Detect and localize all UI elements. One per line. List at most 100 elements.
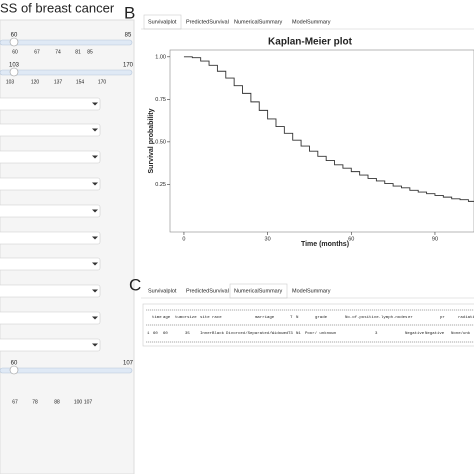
panel-label: C [129, 275, 141, 294]
table-cell: Negative [425, 331, 445, 336]
sidebar-panel [0, 19, 135, 474]
slider-tick-label: 78 [32, 399, 38, 405]
slider-value: 103 [9, 63, 20, 69]
x-tick-label: 30 [265, 236, 271, 242]
tab[interactable] [182, 15, 229, 29]
table-header: tumorsize [175, 315, 197, 320]
dropdown [0, 150, 101, 164]
y-tick-label: 0.50 [155, 139, 166, 145]
table-cell: 60 [163, 332, 168, 336]
slider-tick-label: 85 [87, 49, 93, 55]
slider-tick-label: 137 [54, 79, 63, 85]
table-cell: 3 [375, 332, 378, 336]
dropdown-arrow [92, 236, 98, 240]
slider-handle [9, 67, 19, 77]
table-header: No.of.positive.lymph.nodes [345, 315, 408, 320]
table-cell: Divorced/Separated/Widowed [226, 331, 289, 336]
dropdown-arrow [92, 209, 98, 213]
tab-label[interactable]: ModelSummary [292, 288, 331, 294]
tab-label[interactable]: NumericalSummary [234, 288, 283, 294]
tab[interactable] [288, 15, 333, 29]
y-tick-label: 0.25 [155, 182, 166, 188]
table-header: age [163, 316, 171, 320]
slider-tick-label: 88 [54, 399, 60, 405]
table-cell: Poor/ unknown [305, 331, 337, 336]
tab-label[interactable]: Survivalplot [148, 19, 177, 25]
slider-max: 85 [125, 33, 132, 39]
tab-label[interactable]: ModelSummary [292, 19, 331, 25]
slider-track [0, 39, 133, 46]
slider-tick-label: 67 [34, 49, 40, 55]
table-header: radiati [458, 315, 474, 320]
table-header: race [212, 315, 222, 320]
tab[interactable] [230, 15, 287, 29]
tab-label[interactable]: PredictedSurvival [186, 288, 229, 294]
tab[interactable] [182, 284, 229, 298]
tab-label[interactable]: NumericalSummary [234, 19, 283, 25]
slider-tick-label: 81 [75, 49, 81, 55]
slider-tick-label: 67 [12, 399, 18, 405]
dropdown [0, 311, 101, 325]
table-header: marriage [255, 315, 275, 320]
table-header: N [296, 316, 299, 320]
dropdown-arrow [92, 102, 98, 106]
dropdown-arrow [92, 289, 98, 293]
slider-track [0, 367, 133, 374]
slider-tick-label: 107 [84, 399, 93, 405]
plot-area [169, 49, 474, 233]
table-cell: Negative [405, 331, 425, 336]
table-header: site [200, 315, 210, 320]
slider-tick-label: 60 [12, 49, 18, 55]
dropdown-arrow [92, 262, 98, 266]
tab[interactable] [144, 284, 181, 298]
dropdown-arrow [92, 316, 98, 320]
table-header: grade [315, 315, 328, 320]
dropdown-arrow [92, 155, 98, 159]
table-cell: N1 [296, 332, 301, 336]
slider-track [0, 69, 133, 76]
slider-tick-label: 120 [31, 79, 40, 85]
dropdown [0, 204, 101, 218]
y-tick-label: 0.75 [155, 97, 166, 103]
slider-tick-label: 103 [6, 79, 15, 85]
x-tick-label: 0 [182, 236, 185, 242]
tab-label[interactable]: PredictedSurvival [186, 19, 229, 25]
dropdown-arrow [92, 343, 98, 347]
table-cell: 1 [147, 332, 150, 336]
dropdown [0, 177, 101, 191]
slider-handle [9, 365, 19, 375]
survival-curve [183, 56, 474, 202]
table-cell: 60 [153, 332, 158, 336]
tab-label[interactable]: Survivalplot [148, 288, 177, 294]
panel-label: B [124, 3, 135, 22]
dropdown-arrow [92, 128, 98, 132]
table-header: T [290, 316, 293, 320]
slider-handle [9, 37, 19, 47]
slider-tick-label: 154 [76, 79, 85, 85]
chart-title: Kaplan-Meier plot [268, 37, 353, 48]
table-cell: Black [212, 331, 225, 336]
slider-max: 107 [123, 361, 134, 367]
table-cell: Inner [200, 331, 213, 336]
dropdown [0, 97, 101, 111]
table-header: er [408, 315, 413, 320]
slider-tick-label: 170 [98, 79, 107, 85]
y-tick-label: 1.00 [155, 54, 166, 60]
slider-value: 60 [11, 33, 18, 39]
sidebar-title: SS of breast cancer [0, 0, 115, 15]
dropdown [0, 231, 101, 245]
dropdown [0, 123, 101, 137]
y-axis-label: Survival probability [148, 108, 155, 173]
x-tick-label: 60 [348, 236, 354, 242]
x-axis-label: Time (months) [301, 241, 349, 248]
dropdown [0, 338, 101, 352]
slider-tick-label: 74 [55, 49, 61, 55]
dropdown [0, 257, 101, 271]
table-header: pr [440, 315, 445, 320]
table-cell: None/unk [451, 331, 471, 336]
tab[interactable] [288, 284, 333, 298]
dropdown [0, 284, 101, 298]
x-tick-label: 90 [432, 236, 438, 242]
